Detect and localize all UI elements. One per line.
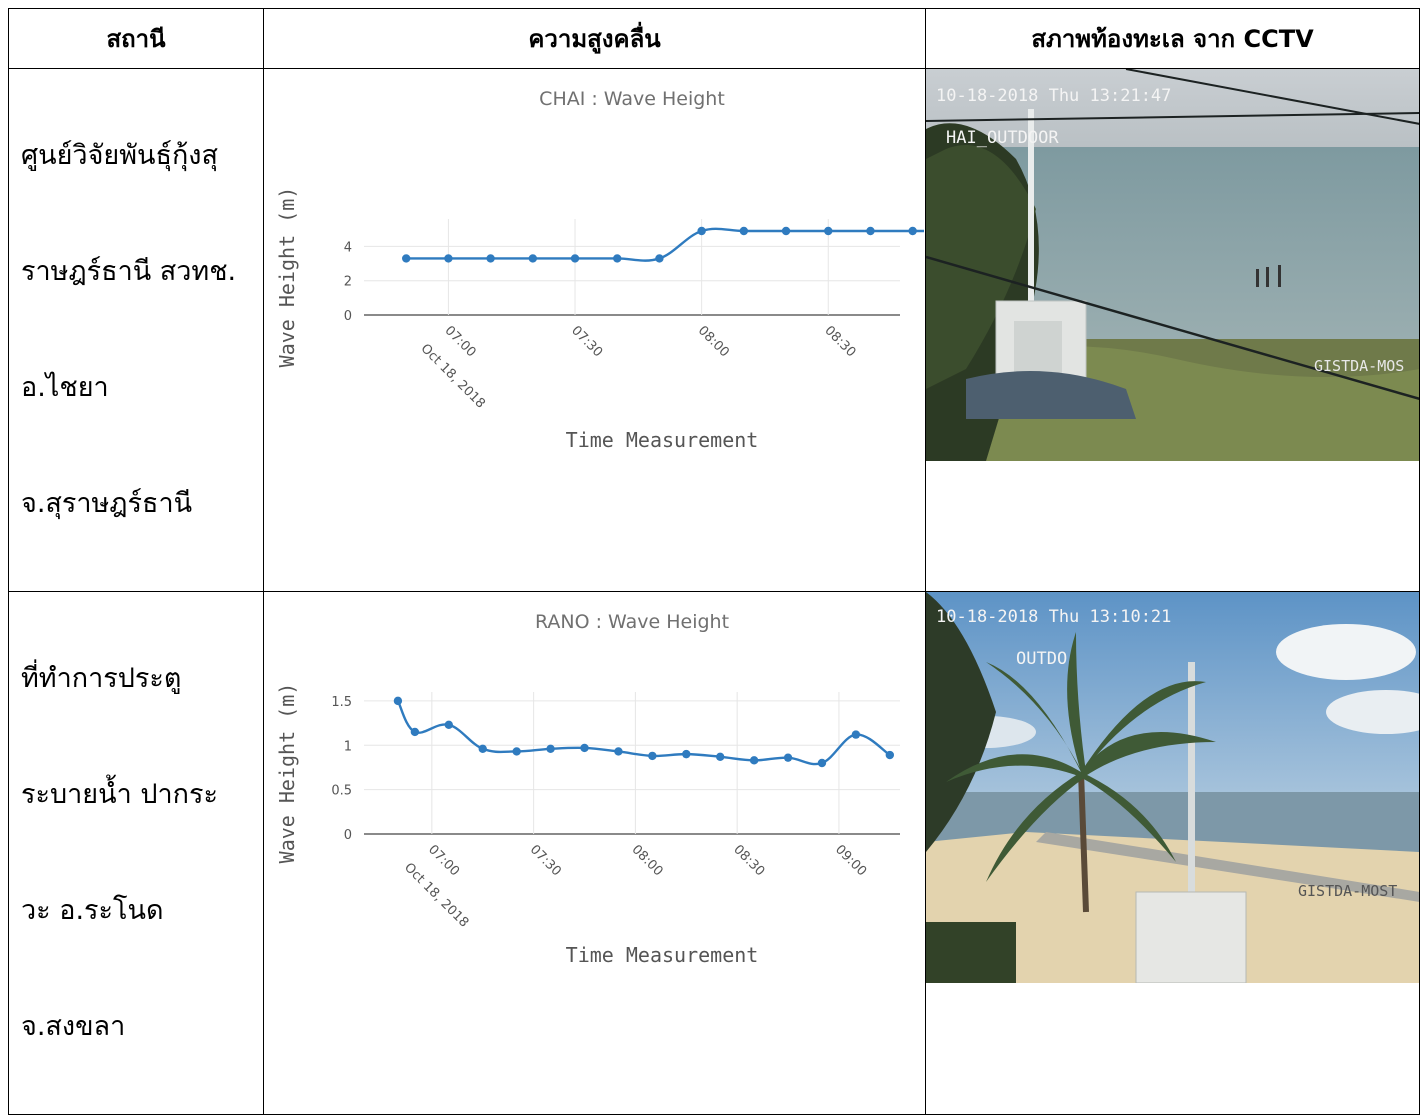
x-date-label: Oct 18, 2018: [418, 341, 488, 411]
series-line: [406, 227, 924, 262]
x-tick-label: 07:00: [442, 323, 479, 360]
station-line: อ.ไชยา: [21, 372, 109, 403]
x-tick-label: 08:30: [730, 842, 767, 879]
header-row: สถานี ความสูงคลื่น สภาพท้องทะเล จาก CCTV: [8, 8, 1420, 69]
y-tick-label: 0: [344, 828, 352, 843]
data-point[interactable]: [546, 744, 555, 753]
y-tick-label: 1.5: [331, 695, 352, 710]
station-line: จ.สงขลา: [21, 1011, 126, 1042]
series-line: [396, 700, 891, 766]
data-point[interactable]: [570, 254, 580, 263]
station-cell: ที่ทำการประตู ระบายน้ำ ปากระ วะ อ.ระโนด …: [8, 591, 264, 1115]
cctv-watermark: GISTDA-MOST: [1298, 882, 1397, 900]
data-point[interactable]: [908, 226, 917, 236]
data-point[interactable]: [697, 226, 706, 236]
x-tick-label: 07:00: [425, 842, 462, 879]
y-tick-label: 0.5: [331, 784, 352, 799]
data-point[interactable]: [444, 720, 454, 730]
chart-cell: RANO : Wave Height 0 0.5 1 1.5 07:00 Oct 18, 2…: [263, 591, 926, 1115]
y-axis-label: Wave Height (m): [275, 683, 299, 864]
wave-table: สถานี ความสูงคลื่น สภาพท้องทะเล จาก CCTV…: [8, 8, 1420, 1115]
data-point[interactable]: [866, 226, 875, 236]
station-line: จ.สุราษฎร์ธานี: [21, 488, 193, 519]
x-date-label: Oct 18, 2018: [401, 860, 471, 930]
y-tick-label: 1: [344, 739, 352, 754]
x-tick-label: 08:00: [695, 323, 732, 360]
chart-title: RANO : Wave Height: [535, 611, 729, 633]
data-point[interactable]: [781, 226, 791, 236]
cctv-cell: 10-18-2018 Thu 13:21:47 HAI_OUTDOOR GIST…: [925, 68, 1420, 592]
data-point[interactable]: [739, 226, 749, 236]
x-axis-label: Time Measurement: [566, 943, 759, 967]
data-point[interactable]: [716, 752, 725, 761]
header-cctv: สภาพท้องทะเล จาก CCTV: [925, 8, 1420, 69]
data-point[interactable]: [749, 756, 759, 765]
data-point[interactable]: [682, 749, 691, 759]
data-point[interactable]: [655, 254, 664, 263]
cctv-timestamp: 10-18-2018 Thu 13:21:47: [936, 86, 1171, 106]
table-row: ที่ทำการประตู ระบายน้ำ ปากระ วะ อ.ระโนด …: [8, 591, 1420, 1115]
x-axis-label: Time Measurement: [566, 428, 759, 452]
data-point[interactable]: [444, 254, 453, 263]
data-point[interactable]: [885, 750, 895, 760]
x-tick-label: 08:00: [629, 842, 666, 879]
y-tick-label: 0: [344, 309, 352, 324]
station-cell: ศูนย์วิจัยพันธุ์กุ้งสุ ราษฎร์ธานี สวทช. …: [8, 68, 264, 592]
cctv-watermark: GISTDA-MOS: [1314, 357, 1404, 375]
header-wave-height: ความสูงคลื่น: [263, 8, 926, 69]
data-point[interactable]: [613, 254, 622, 263]
data-point[interactable]: [580, 743, 589, 753]
data-point[interactable]: [393, 696, 403, 706]
y-tick-label: 2: [344, 275, 352, 290]
header-station: สถานี: [8, 8, 264, 69]
x-tick-label: 07:30: [568, 323, 605, 360]
station-name: ที่ทำการประตู ระบายน้ำ ปากระ วะ อ.ระโนด …: [9, 592, 263, 1114]
data-point[interactable]: [478, 744, 487, 753]
table-row: ศูนย์วิจัยพันธุ์กุ้งสุ ราษฎร์ธานี สวทช. …: [8, 68, 1420, 592]
x-tick-label: 08:30: [821, 323, 858, 360]
data-point[interactable]: [783, 753, 793, 762]
station-line: วะ อ.ระโนด: [21, 895, 164, 926]
x-tick-label: 09:00: [832, 842, 869, 879]
cctv-image-rano: 10-18-2018 Thu 13:10:21 OUTDO GISTDA-MOS…: [926, 592, 1419, 983]
cctv-camera-label: OUTDO: [1016, 649, 1067, 669]
station-line: ศูนย์วิจัยพันธุ์กุ้งสุ: [21, 140, 218, 171]
station-line: ระบายน้ำ ปากระ: [21, 779, 218, 810]
data-point[interactable]: [528, 254, 538, 263]
cctv-timestamp: 10-18-2018 Thu 13:10:21: [936, 607, 1171, 627]
cctv-cell: 10-18-2018 Thu 13:10:21 OUTDO GISTDA-MOS…: [925, 591, 1420, 1115]
data-point[interactable]: [851, 730, 861, 739]
y-axis-label: Wave Height (m): [275, 187, 299, 368]
data-point[interactable]: [614, 747, 623, 756]
data-point[interactable]: [402, 254, 411, 263]
data-point[interactable]: [410, 727, 420, 737]
station-name: ศูนย์วิจัยพันธุ์กุ้งสุ ราษฎร์ธานี สวทช. …: [9, 69, 263, 591]
data-point[interactable]: [512, 747, 521, 756]
chart-title: CHAI : Wave Height: [539, 88, 725, 110]
data-point[interactable]: [648, 751, 657, 761]
data-point[interactable]: [824, 226, 833, 236]
data-point[interactable]: [486, 254, 495, 263]
station-line: ที่ทำการประตู: [21, 663, 182, 694]
chart-cell: CHAI : Wave Height 0 2 4 07:00 Oct 18, 2018 07…: [263, 68, 926, 592]
data-point[interactable]: [817, 758, 827, 768]
y-tick-label: 4: [344, 240, 352, 255]
station-line: ราษฎร์ธานี สวทช.: [21, 256, 237, 287]
cctv-camera-label: HAI_OUTDOOR: [946, 128, 1059, 148]
x-tick-label: 07:30: [527, 842, 564, 879]
cctv-image-chai: 10-18-2018 Thu 13:21:47 HAI_OUTDOOR GIST…: [926, 69, 1419, 461]
